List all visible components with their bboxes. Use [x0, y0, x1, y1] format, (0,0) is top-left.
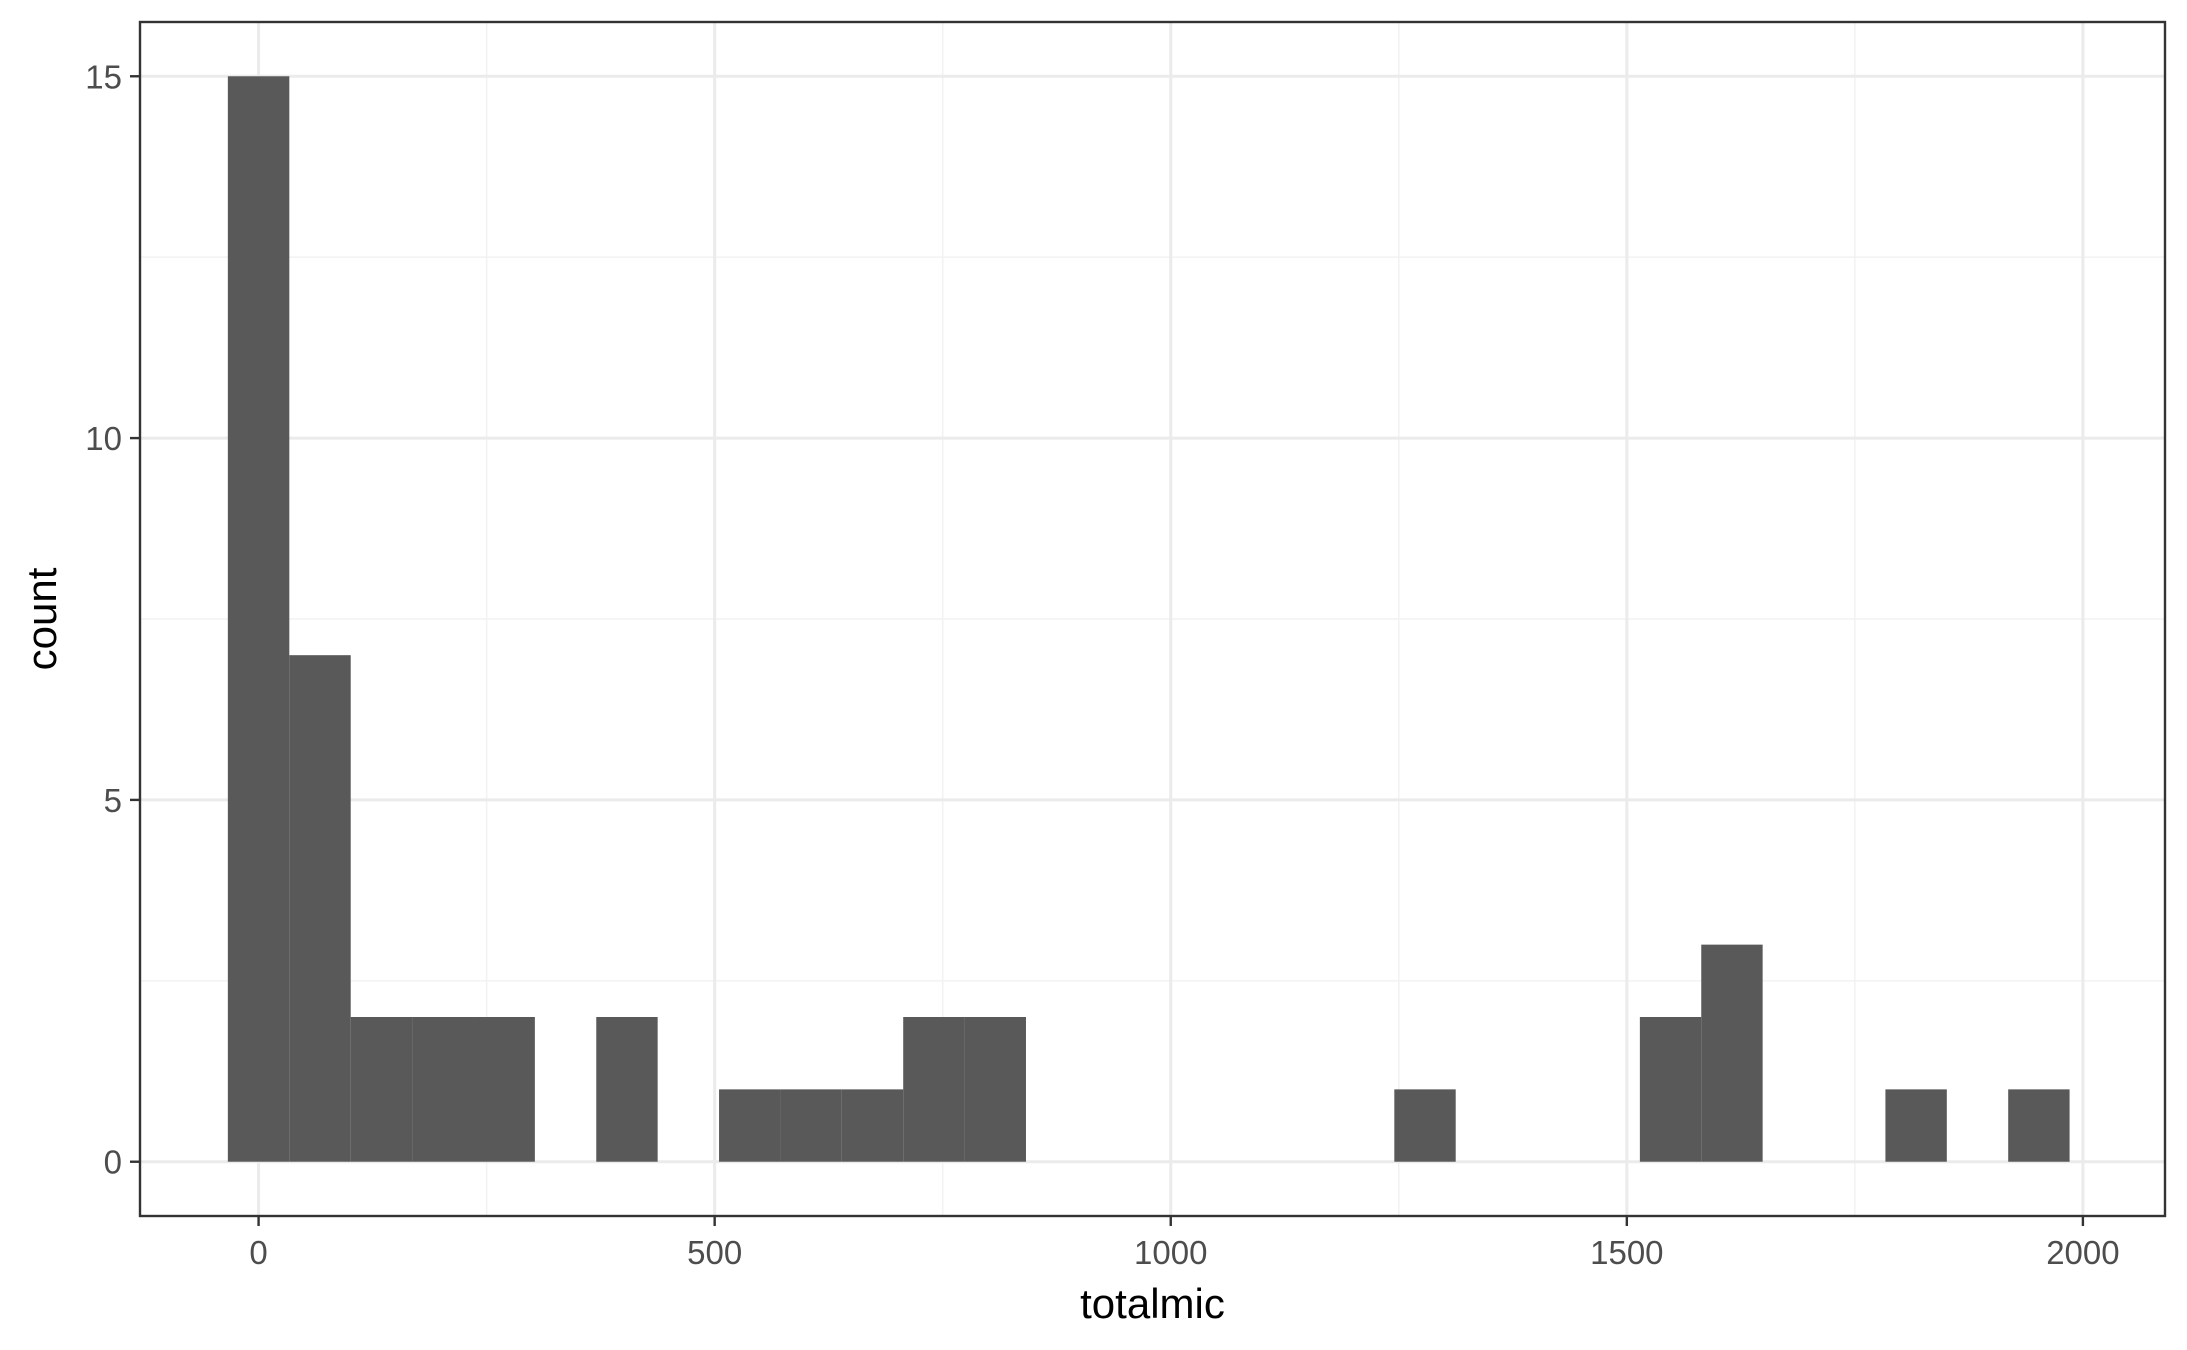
- y-tick-label: 10: [85, 420, 122, 457]
- x-tick-label: 0: [249, 1234, 267, 1271]
- y-axis-ticks: 0 5 10 15: [85, 58, 140, 1181]
- y-tick-label: 15: [85, 58, 122, 95]
- histogram-bar: [1639, 1017, 1702, 1162]
- histogram-bar: [596, 1017, 658, 1162]
- histogram-bar: [964, 1017, 1026, 1162]
- x-axis-ticks: 0 500 1000 1500 2000: [249, 1216, 2120, 1271]
- y-tick-label: 0: [104, 1144, 122, 1181]
- histogram-bar: [719, 1089, 781, 1162]
- histogram-bar: [2008, 1089, 2070, 1162]
- histogram-bar: [1701, 944, 1763, 1162]
- x-tick-label: 1000: [1134, 1234, 1207, 1271]
- histogram-bar: [903, 1017, 965, 1162]
- histogram-bar: [841, 1089, 904, 1162]
- y-axis-title: count: [18, 567, 65, 670]
- x-tick-label: 1500: [1590, 1234, 1663, 1271]
- histogram-bar: [289, 655, 351, 1162]
- x-tick-label: 2000: [2046, 1234, 2119, 1271]
- histogram-bar: [227, 76, 290, 1162]
- histogram-bar: [412, 1017, 474, 1162]
- histogram-bar: [350, 1017, 413, 1162]
- x-tick-label: 500: [687, 1234, 742, 1271]
- histogram-bars: [227, 76, 2070, 1162]
- histogram-bar: [1394, 1089, 1456, 1162]
- y-tick-label: 5: [104, 782, 122, 819]
- x-axis-title: totalmic: [1080, 1280, 1225, 1327]
- histogram-bar: [780, 1089, 842, 1162]
- histogram-bar: [1885, 1089, 1947, 1162]
- minor-grid: [140, 22, 2165, 1216]
- panel-border: [138, 20, 2167, 1218]
- histogram-bar: [473, 1017, 535, 1162]
